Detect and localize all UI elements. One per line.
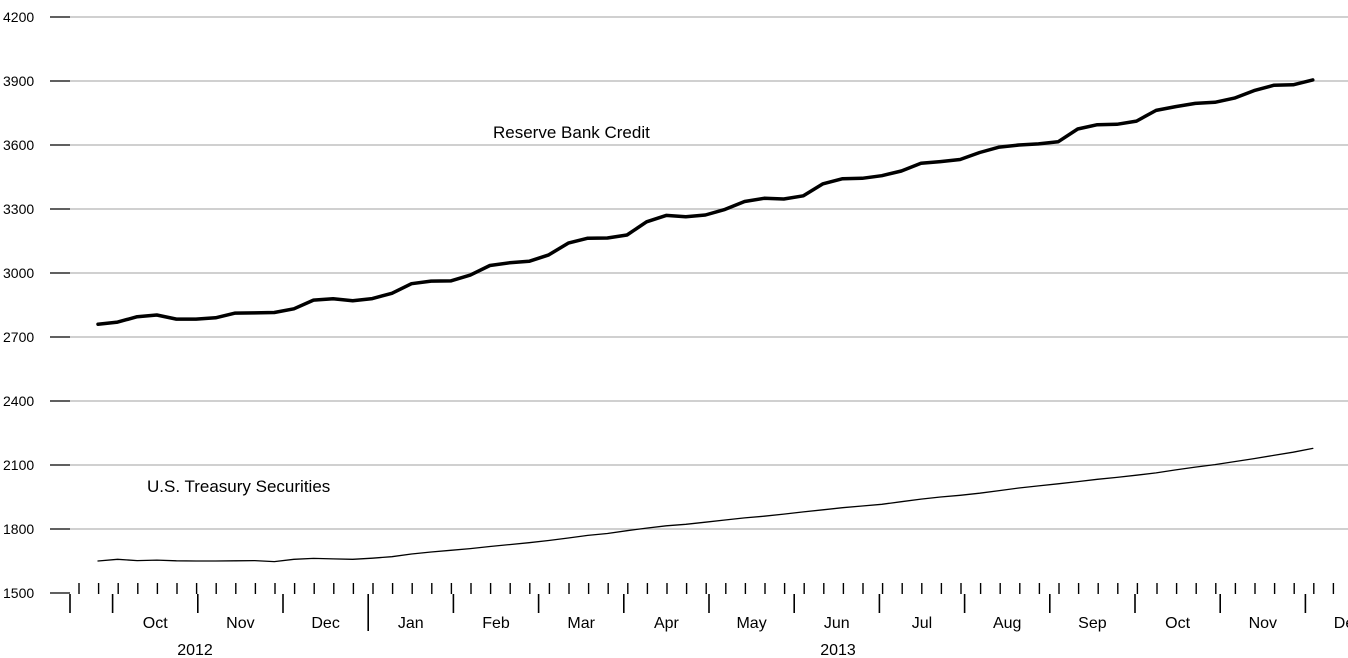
month-label: Apr [654,615,680,632]
month-label: Jan [398,615,424,632]
ytick-label-2700: 2700 [3,329,34,345]
month-label: Jun [824,615,850,632]
month-label: Oct [1165,615,1190,632]
y-axis-ticks [50,16,70,594]
series-lines [96,78,1315,563]
month-label: Nov [1249,615,1277,632]
ytick-label-3300: 3300 [3,201,34,217]
year-label-2012: 2012 [177,642,213,658]
series-label-us-treasury-securities: U.S. Treasury Securities [147,477,330,496]
x-axis [69,583,1335,631]
x-axis-month-labels: Oct Nov Dec Jan Feb Mar Apr May Jun Jul Aug Sep Oct N… [143,615,1348,632]
year-label-2013: 2013 [820,642,856,658]
series-line-reserve-bank-credit [96,78,1315,326]
ytick-label-1500: 1500 [3,585,34,601]
month-label: May [736,615,766,632]
month-label: Oct [143,615,168,632]
month-label: Mar [567,615,595,632]
ytick-label-3900: 3900 [3,73,34,89]
month-label: Jul [912,615,932,632]
y-axis-labels: 1500 1800 2100 2400 2700 3000 3300 3600 3900 4200 [3,9,34,601]
x-axis-year-labels: 2012 2013 [177,642,856,658]
ytick-label-3600: 3600 [3,137,34,153]
ytick-label-1800: 1800 [3,521,34,537]
ytick-label-4200: 4200 [3,9,34,25]
month-label: Dec [1334,615,1348,632]
month-label: Dec [311,615,339,632]
ytick-label-3000: 3000 [3,265,34,281]
series-label-reserve-bank-credit: Reserve Bank Credit [493,123,650,142]
month-label: Aug [993,615,1021,632]
month-label: Feb [482,615,510,632]
month-label: Nov [226,615,254,632]
series-line-us-treasury-securities [97,447,1314,563]
gridlines [70,16,1348,530]
ytick-label-2100: 2100 [3,457,34,473]
ytick-label-2400: 2400 [3,393,34,409]
month-label: Sep [1078,615,1107,632]
